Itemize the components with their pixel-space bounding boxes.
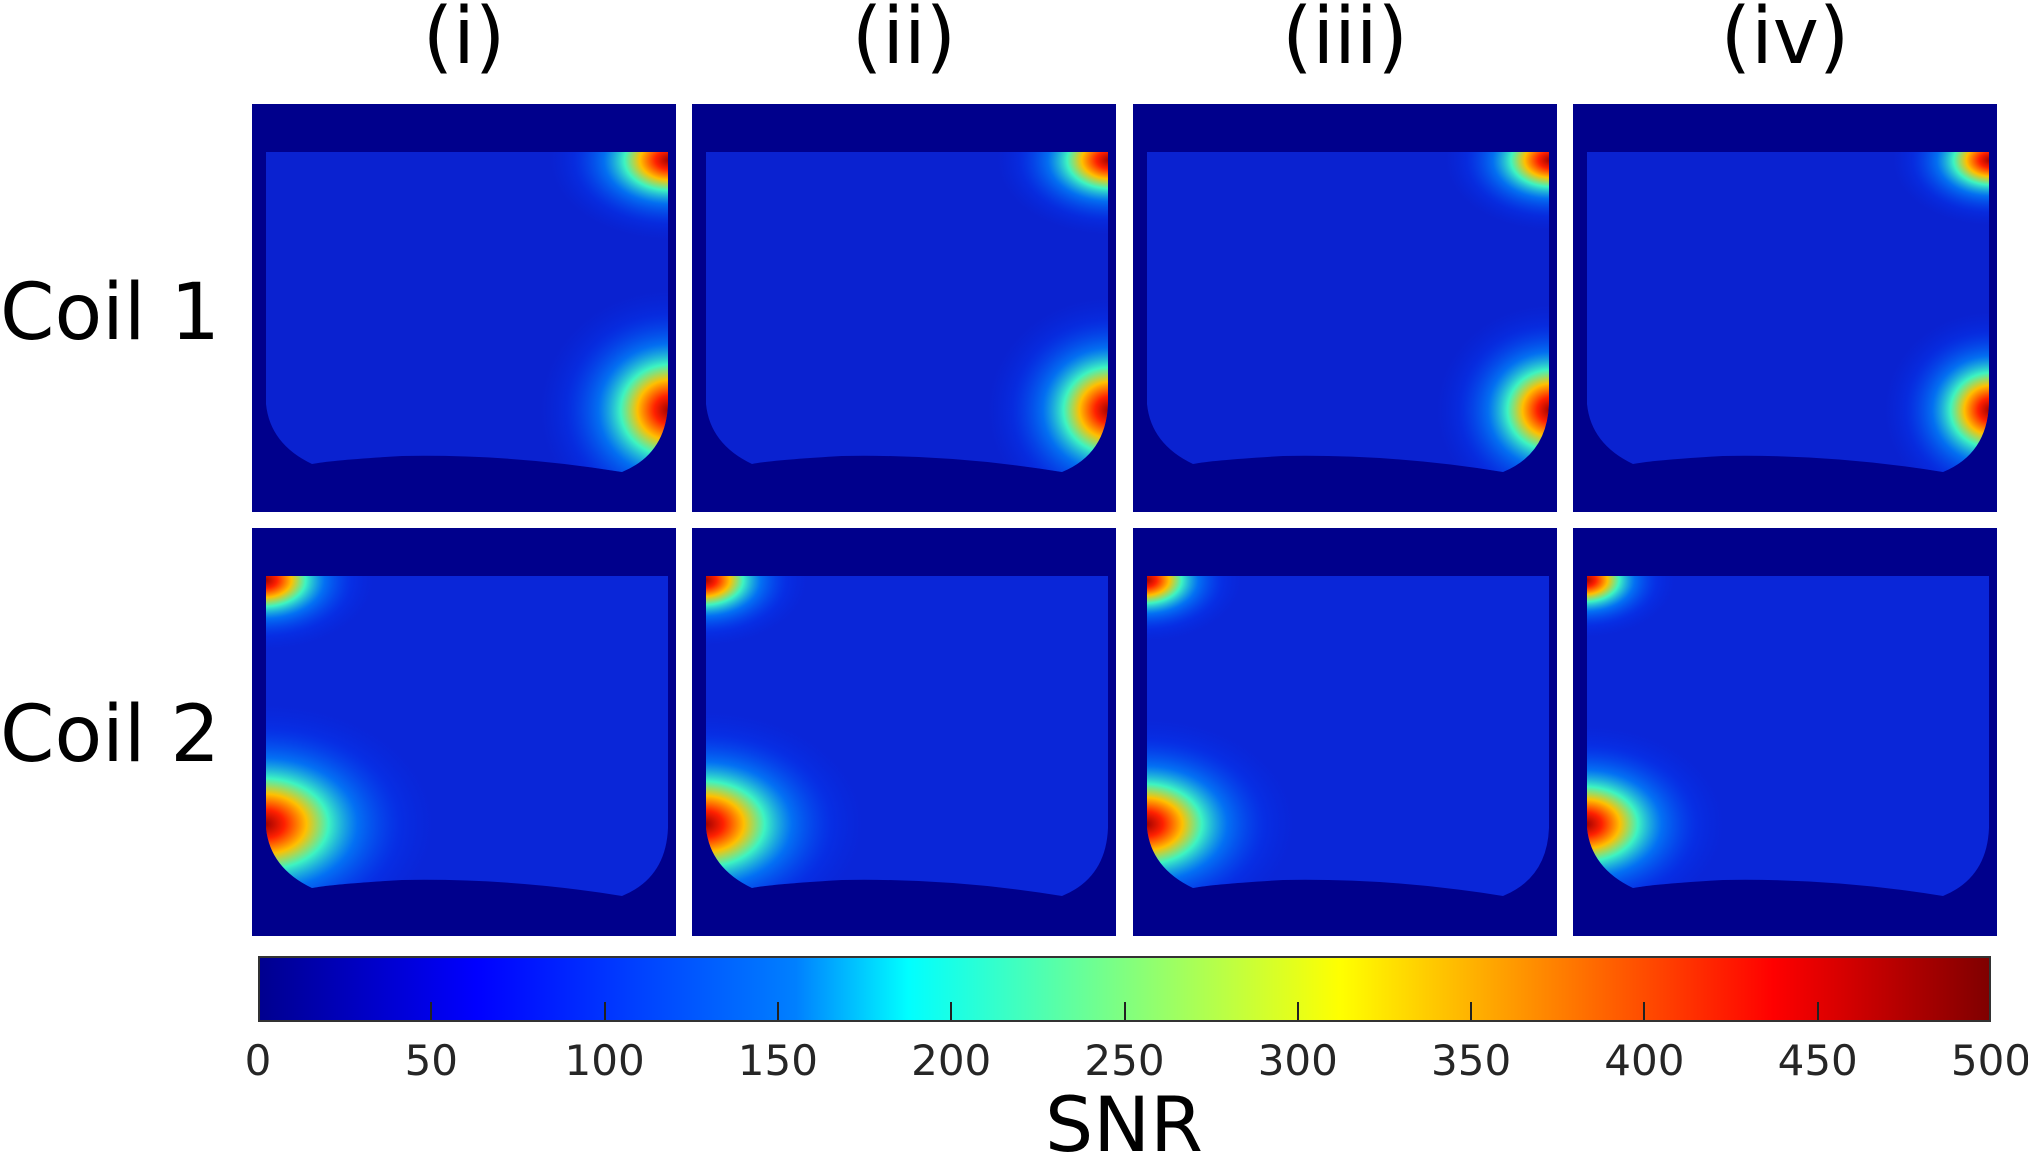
colorbar-tick-label: 300 [1257, 1036, 1338, 1085]
colorbar-tick-label: 0 [244, 1036, 272, 1085]
colorbar-tick [950, 1002, 953, 1020]
colorbar-tick [1296, 1002, 1299, 1020]
snr-map-coil2-ii [692, 528, 1116, 936]
colorbar-title: SNR [1045, 1080, 1203, 1169]
colorbar-tick-label: 350 [1431, 1036, 1512, 1085]
colorbar-tick-label: 200 [911, 1036, 992, 1085]
snr-map-coil1-ii [692, 104, 1116, 512]
colorbar-tick-label: 150 [737, 1036, 818, 1085]
snr-colorbar [258, 956, 1991, 1022]
colorbar-tick-label: 100 [564, 1036, 645, 1085]
column-label-iv: (iv) [1720, 0, 1850, 82]
column-label-iii: (iii) [1282, 0, 1408, 82]
row-label-coil-2: Coil 2 [0, 690, 220, 780]
colorbar-tick-label: 400 [1604, 1036, 1685, 1085]
colorbar-tick [1643, 1002, 1646, 1020]
snr-map-coil2-i [252, 528, 676, 936]
colorbar-tick [1816, 1002, 1819, 1020]
colorbar-tick [1470, 1002, 1473, 1020]
snr-map-coil1-iv [1573, 104, 1997, 512]
colorbar-tick [776, 1002, 779, 1020]
snr-map-coil1-i [252, 104, 676, 512]
colorbar-tick [1123, 1002, 1126, 1020]
colorbar-tick-label: 50 [404, 1036, 459, 1085]
colorbar-tick [430, 1002, 433, 1020]
snr-map-coil2-iii [1133, 528, 1557, 936]
column-label-ii: (ii) [851, 0, 957, 82]
snr-map-coil2-iv [1573, 528, 1997, 936]
colorbar-tick-label: 450 [1777, 1036, 1858, 1085]
column-label-i: (i) [422, 0, 506, 82]
snr-map-coil1-iii [1133, 104, 1557, 512]
colorbar-tick-label: 250 [1084, 1036, 1165, 1085]
colorbar-tick-label: 500 [1950, 1036, 2028, 1085]
colorbar-tick [603, 1002, 606, 1020]
row-label-coil-1: Coil 1 [0, 268, 220, 358]
